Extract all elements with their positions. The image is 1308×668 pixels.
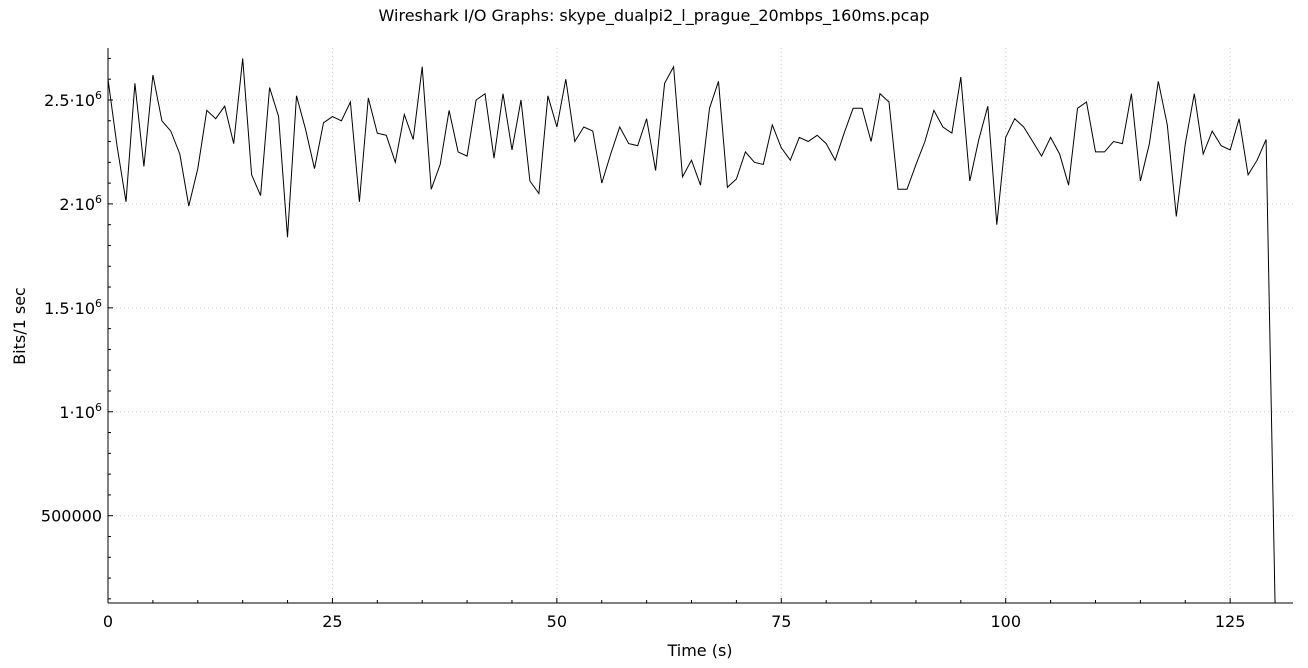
grid-lines bbox=[107, 48, 1293, 603]
x-axis-label: Time (s) bbox=[666, 641, 732, 660]
x-tick-label: 125 bbox=[1215, 612, 1246, 631]
x-tick-label: 100 bbox=[990, 612, 1021, 631]
x-tick-label: 50 bbox=[547, 612, 567, 631]
y-tick-label: 2·106 bbox=[59, 193, 102, 214]
y-tick-label: 2.5·106 bbox=[44, 89, 102, 110]
y-tick-label: 1·106 bbox=[59, 401, 102, 422]
x-tick-label: 25 bbox=[322, 612, 342, 631]
chart-title: Wireshark I/O Graphs: skype_dualpi2_l_pr… bbox=[378, 6, 930, 25]
ticks bbox=[107, 57, 1276, 603]
x-tick-label: 75 bbox=[771, 612, 791, 631]
tick-labels: 0 25 50 75 100 125 500000 1·106 1.5·106 2·106 2.5·… bbox=[41, 89, 1246, 631]
y-tick-label: 500000 bbox=[41, 507, 102, 526]
y-tick-label: 1.5·106 bbox=[44, 297, 102, 318]
series-line bbox=[107, 58, 1276, 601]
axes bbox=[107, 48, 1293, 604]
x-tick-label: 0 bbox=[103, 612, 113, 631]
y-axis-label: Bits/1 sec bbox=[10, 287, 29, 365]
